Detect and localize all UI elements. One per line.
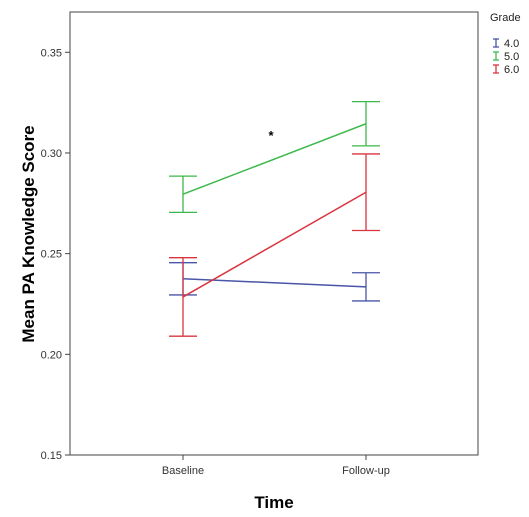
legend-title: Grade bbox=[490, 12, 521, 24]
series-5-0 bbox=[169, 100, 380, 214]
y-tick-label: 0.30 bbox=[41, 148, 62, 160]
y-axis-ticks: 0.15 0.20 0.25 0.30 0.35 bbox=[41, 47, 70, 462]
x-tick-label: Baseline bbox=[162, 465, 204, 477]
series-line bbox=[182, 123, 367, 195]
legend: 4.05.06.0 bbox=[493, 38, 519, 76]
x-axis-ticks: Baseline Follow-up bbox=[162, 455, 390, 477]
plot-area bbox=[69, 11, 479, 456]
x-tick-label: Follow-up bbox=[342, 465, 390, 477]
y-axis-title: Mean PA Knowledge Score bbox=[19, 125, 38, 342]
y-tick-label: 0.35 bbox=[41, 47, 62, 59]
y-tick-label: 0.20 bbox=[41, 349, 62, 361]
legend-label: 6.0 bbox=[504, 64, 519, 76]
y-tick-label: 0.25 bbox=[41, 249, 62, 261]
series-6-0 bbox=[169, 153, 380, 337]
legend-label: 5.0 bbox=[504, 51, 519, 63]
x-axis-title: Time bbox=[254, 493, 293, 512]
y-tick-label: 0.15 bbox=[41, 450, 62, 462]
significance-annotation: * bbox=[268, 128, 274, 143]
data-series bbox=[169, 100, 380, 337]
legend-label: 4.0 bbox=[504, 38, 519, 50]
series-line bbox=[182, 191, 367, 298]
